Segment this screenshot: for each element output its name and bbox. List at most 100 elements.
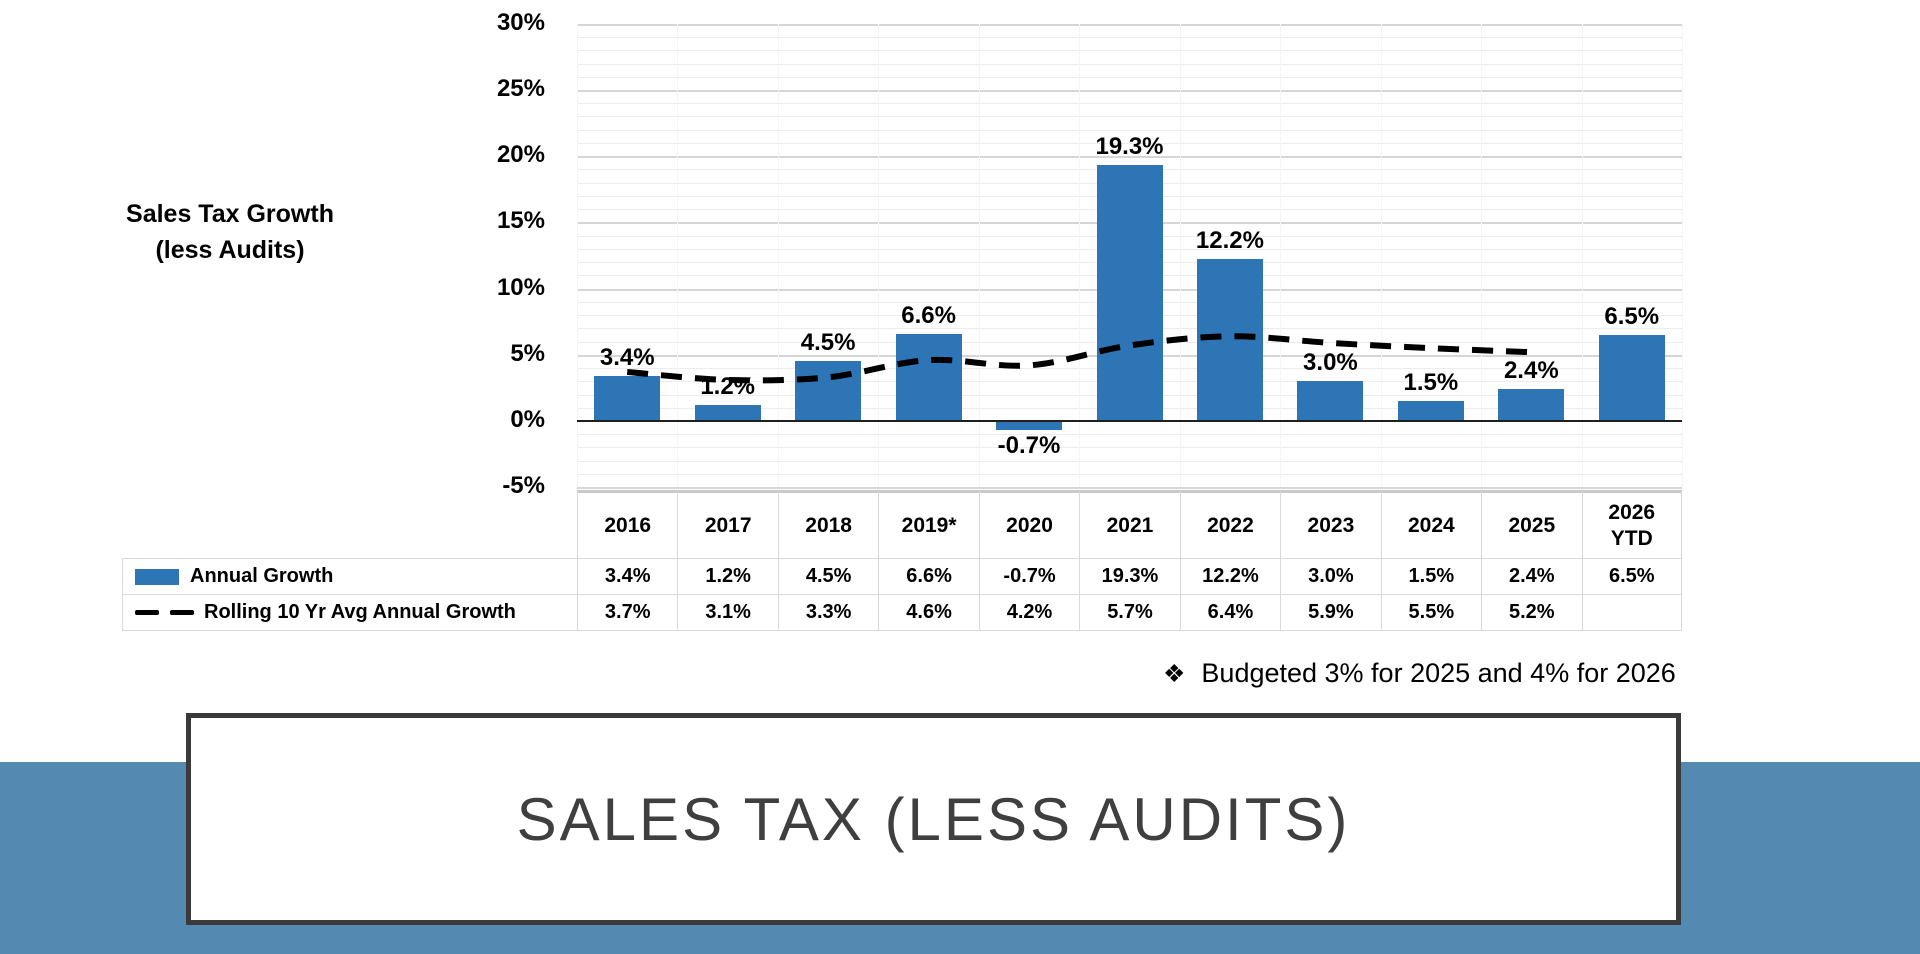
table-year-header: 2020 bbox=[978, 490, 1080, 558]
table-year-header: 2026 YTD bbox=[1581, 490, 1682, 558]
legend-rolling-average: Rolling 10 Yr Avg Annual Growth bbox=[122, 595, 577, 631]
table-value-rolling: 6.4% bbox=[1179, 595, 1281, 631]
gridline bbox=[577, 156, 1682, 159]
y-axis-title: Sales Tax Growth (less Audits) bbox=[100, 196, 360, 268]
bar-label: -0.7% bbox=[997, 432, 1061, 460]
column-separator bbox=[1079, 23, 1081, 488]
table-year-header: 2025 bbox=[1481, 490, 1582, 558]
bar-label: 6.5% bbox=[1604, 302, 1660, 330]
gridline bbox=[577, 116, 1682, 118]
table-value-rolling: 5.2% bbox=[1481, 595, 1582, 631]
bar-2024 bbox=[1397, 401, 1464, 421]
table-value-annual: 12.2% bbox=[1179, 558, 1281, 595]
bar-label: 1.2% bbox=[700, 373, 756, 401]
table-value-annual: 6.5% bbox=[1581, 558, 1682, 595]
diamond-bullet-icon: ❖ bbox=[1163, 659, 1186, 688]
bar-2016 bbox=[594, 375, 661, 421]
column-separator bbox=[1581, 23, 1583, 488]
y-axis-tick-label: 0% bbox=[510, 406, 545, 433]
gridline bbox=[577, 89, 1682, 92]
table-value-rolling: 4.6% bbox=[878, 595, 979, 631]
column-separator bbox=[777, 23, 779, 488]
gridline bbox=[577, 434, 1682, 436]
column-separator bbox=[677, 23, 679, 488]
table-value-rolling: 3.1% bbox=[677, 595, 778, 631]
gridline bbox=[577, 129, 1682, 131]
gridline bbox=[577, 487, 1682, 490]
bar-2017 bbox=[694, 405, 761, 421]
data-table: 2016 2017 2018 2019* 2020 2021 2022 2023 2024 202… bbox=[122, 490, 1682, 631]
gridline bbox=[577, 142, 1682, 144]
table-year-header: 2017 bbox=[677, 490, 778, 558]
table-year-header: 2018 bbox=[777, 490, 879, 558]
column-separator bbox=[1682, 23, 1683, 488]
slide-title-box: SALES TAX (LESS AUDITS) bbox=[186, 713, 1681, 925]
budget-note: ❖ Budgeted 3% for 2025 and 4% for 2026 bbox=[1163, 658, 1676, 689]
table-value-rolling: 5.9% bbox=[1280, 595, 1381, 631]
table-year-header: 2016 bbox=[577, 490, 678, 558]
column-separator bbox=[878, 23, 880, 488]
y-axis-tick-label: 10% bbox=[496, 273, 545, 301]
column-separator bbox=[577, 23, 578, 488]
dashed-line-icon bbox=[135, 610, 194, 615]
table-value-rolling bbox=[1581, 595, 1682, 631]
y-axis-title-line1: Sales Tax Growth bbox=[126, 200, 334, 228]
table-value-rolling: 3.7% bbox=[577, 595, 678, 631]
y-axis-tick-label: 15% bbox=[496, 207, 545, 235]
y-axis-tick-label: 5% bbox=[510, 339, 545, 367]
gridline bbox=[577, 447, 1682, 449]
bar-2023 bbox=[1297, 381, 1364, 421]
bar-2026 YTD bbox=[1598, 334, 1665, 421]
table-value-annual: 3.0% bbox=[1280, 558, 1381, 595]
bar-2025 bbox=[1498, 389, 1565, 421]
table-year-header: 2024 bbox=[1380, 490, 1482, 558]
bar-2021 bbox=[1096, 165, 1163, 421]
table-year-header: 2019* bbox=[878, 490, 979, 558]
bar-label: 2.4% bbox=[1503, 357, 1559, 385]
table-value-annual: 19.3% bbox=[1079, 558, 1180, 595]
table-value-annual: 3.4% bbox=[577, 558, 678, 595]
gridline bbox=[577, 460, 1682, 462]
budget-note-text: Budgeted 3% for 2025 and 4% for 2026 bbox=[1201, 658, 1676, 688]
table-value-annual: 2.4% bbox=[1481, 558, 1582, 595]
annual-growth-swatch-icon bbox=[135, 568, 179, 585]
bar-2019* bbox=[895, 333, 962, 421]
y-axis-tick-label: 25% bbox=[496, 75, 545, 102]
y-axis-tick-label: 30% bbox=[496, 8, 545, 36]
zero-axis-line bbox=[577, 420, 1682, 422]
gridline bbox=[577, 63, 1682, 65]
bar-label: 3.4% bbox=[599, 343, 655, 371]
table-value-rolling: 4.2% bbox=[978, 595, 1080, 631]
gridline bbox=[577, 473, 1682, 475]
legend-rolling-average-label: Rolling 10 Yr Avg Annual Growth bbox=[204, 601, 516, 623]
gridline bbox=[577, 50, 1682, 52]
table-value-annual: 6.6% bbox=[878, 558, 979, 595]
bar-2018 bbox=[795, 361, 862, 421]
table-value-annual: -0.7% bbox=[978, 558, 1080, 595]
bar-label: 6.6% bbox=[901, 301, 956, 329]
table-year-header: 2023 bbox=[1280, 490, 1381, 558]
bar-label: 19.3% bbox=[1095, 133, 1164, 161]
table-value-annual: 4.5% bbox=[777, 558, 879, 595]
column-separator bbox=[1280, 23, 1282, 488]
table-year-header: 2022 bbox=[1179, 490, 1281, 558]
bar-2022 bbox=[1196, 259, 1263, 421]
bar-label: 4.5% bbox=[800, 329, 856, 357]
gridline bbox=[577, 23, 1682, 26]
bar-2020 bbox=[996, 421, 1063, 431]
y-axis-tick-label: -5% bbox=[502, 472, 545, 500]
table-year-header: 2021 bbox=[1079, 490, 1180, 558]
table-value-annual: 1.2% bbox=[677, 558, 778, 595]
table-value-rolling: 5.7% bbox=[1079, 595, 1180, 631]
table-value-rolling: 5.5% bbox=[1380, 595, 1482, 631]
column-separator bbox=[1179, 23, 1181, 488]
table-value-annual: 1.5% bbox=[1380, 558, 1482, 595]
legend-annual-growth-label: Annual Growth bbox=[190, 565, 334, 587]
column-separator bbox=[1380, 23, 1382, 488]
column-separator bbox=[1481, 23, 1483, 488]
legend-annual-growth: Annual Growth bbox=[122, 558, 577, 595]
y-axis-title-line2: (less Audits) bbox=[155, 236, 305, 264]
table-value-rolling: 3.3% bbox=[777, 595, 879, 631]
gridline bbox=[577, 37, 1682, 39]
